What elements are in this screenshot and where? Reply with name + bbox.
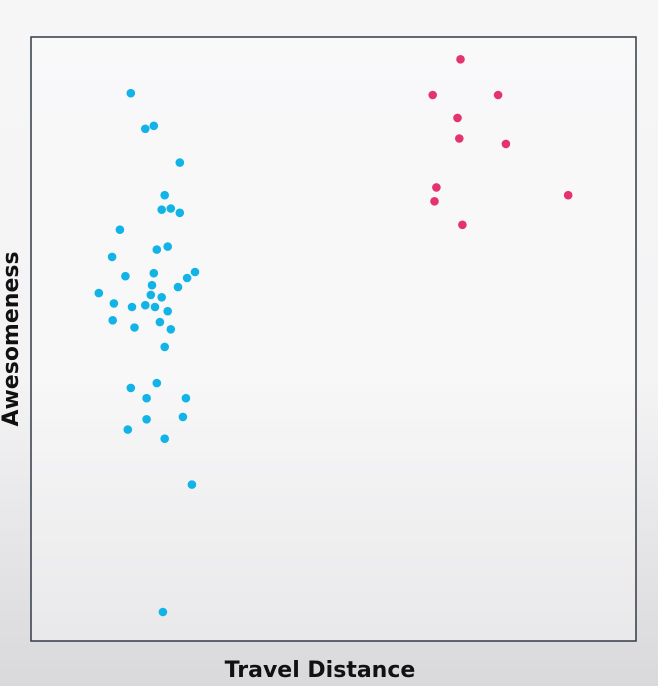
data-point-series-1-19 — [157, 293, 166, 302]
data-point-series-1-25 — [150, 302, 160, 312]
data-point-series-1-18 — [147, 280, 157, 290]
data-point-series-1-9 — [115, 225, 125, 234]
data-point-series-1-2 — [141, 124, 150, 134]
data-point-series-2-1 — [456, 55, 465, 64]
data-point-series-1-20 — [146, 290, 156, 300]
data-point-series-1-12 — [152, 245, 162, 254]
data-point-series-1-16 — [173, 282, 183, 292]
x-axis-label: Travel Distance — [225, 658, 416, 683]
data-point-series-1-27 — [155, 317, 165, 327]
data-point-series-1-26 — [163, 306, 172, 316]
plot-area — [30, 36, 637, 642]
data-point-series-1-21 — [94, 288, 104, 298]
data-point-series-1-37 — [178, 412, 188, 422]
data-point-series-2-3 — [493, 90, 503, 100]
data-point-series-1-31 — [160, 342, 169, 352]
data-point-series-2-8 — [430, 197, 439, 206]
data-point-series-2-2 — [428, 90, 438, 100]
data-point-series-2-5 — [455, 134, 464, 143]
data-point-series-1-17 — [149, 268, 159, 278]
data-point-series-1-6 — [157, 205, 166, 214]
data-point-series-2-10 — [458, 220, 467, 230]
data-point-series-1-30 — [166, 325, 176, 334]
data-point-series-1-8 — [175, 208, 185, 218]
data-point-series-1-13 — [163, 242, 172, 251]
data-point-series-1-24 — [141, 300, 150, 310]
data-point-series-1-7 — [166, 204, 176, 213]
data-point-series-1-38 — [123, 425, 133, 434]
data-point-series-1-39 — [160, 434, 169, 444]
data-point-series-2-7 — [432, 183, 441, 192]
data-point-series-1-14 — [190, 267, 200, 277]
data-points — [94, 55, 573, 617]
data-point-series-1-5 — [160, 190, 169, 200]
data-point-series-1-10 — [107, 252, 117, 262]
y-axis-label: Awesomeness — [0, 251, 24, 426]
data-point-series-1-3 — [149, 121, 159, 131]
data-point-series-1-15 — [182, 273, 192, 283]
data-point-series-2-9 — [563, 190, 573, 200]
data-point-series-1-41 — [158, 607, 168, 617]
data-point-series-1-29 — [130, 323, 139, 332]
data-point-series-2-4 — [453, 113, 462, 123]
data-point-series-1-11 — [121, 271, 130, 281]
data-point-series-1-1 — [126, 88, 136, 98]
data-point-series-1-22 — [109, 299, 119, 308]
data-point-series-1-32 — [152, 378, 162, 388]
data-point-series-1-35 — [181, 393, 191, 403]
data-point-series-1-23 — [127, 302, 137, 312]
data-point-series-1-36 — [142, 415, 151, 424]
data-point-series-1-40 — [187, 480, 197, 489]
data-point-series-2-6 — [501, 139, 511, 149]
data-point-series-1-4 — [175, 158, 185, 167]
data-point-series-1-33 — [126, 383, 136, 393]
data-point-series-1-28 — [108, 316, 117, 325]
data-point-series-1-34 — [142, 393, 151, 403]
